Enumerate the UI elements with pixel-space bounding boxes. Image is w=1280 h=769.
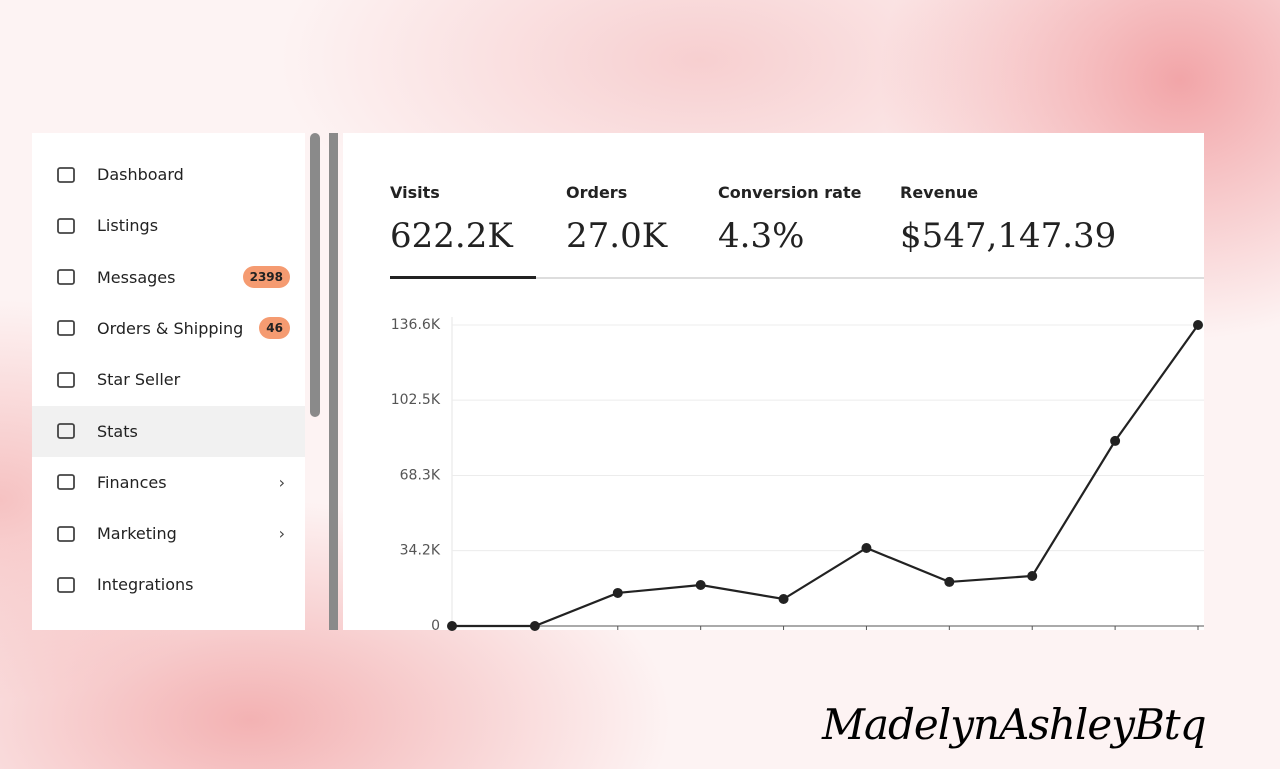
nav-label: Stats: [97, 421, 138, 441]
nav-item[interactable]: Messages 2398: [32, 252, 305, 303]
sidebar: Dashboard Listings Messages 2398 Orders & Sh…: [32, 133, 305, 630]
point: [529, 621, 540, 631]
nav-icon: [57, 371, 75, 388]
nav-badge: 2398: [242, 266, 290, 289]
chevron: ›: [278, 472, 285, 492]
stat-tab[interactable]: Conversion rate 4.3%: [718, 183, 861, 256]
nav-icon: [57, 217, 75, 234]
stat-value: 4.3%: [718, 216, 805, 256]
nav-label: Marketing: [97, 524, 177, 544]
nav-item[interactable]: Dashboard: [32, 149, 305, 200]
stat-value: $547,147.39: [900, 216, 1117, 256]
nav-item[interactable]: Finances ›: [32, 457, 305, 508]
stat-value: 622.2K: [390, 216, 513, 256]
tab-selected: [390, 276, 536, 279]
scrollbar[interactable]: [310, 133, 320, 417]
nav-icon: [57, 423, 75, 439]
nav-icon: [57, 576, 75, 593]
nav-label: Messages: [97, 267, 176, 287]
y-tick-label: 102.5K: [391, 392, 441, 408]
stat-tab[interactable]: Visits 622.2K: [390, 183, 513, 256]
point: [612, 587, 623, 598]
nav-label: Star Seller: [97, 370, 181, 390]
point: [1110, 435, 1121, 446]
nav-label: Orders & Shipping: [97, 318, 244, 338]
nav-label: Finances: [97, 472, 167, 492]
stat-value: 27.0K: [566, 216, 668, 256]
point: [447, 621, 457, 631]
y-tick-label: 0: [431, 618, 440, 634]
nav-icon: [57, 166, 75, 183]
stat-tab[interactable]: Orders 27.0K: [566, 183, 667, 256]
y-tick-label: 136.6K: [391, 317, 441, 333]
nav-badge: 46: [259, 317, 290, 340]
watermark: MadelynAshleyBtq: [822, 700, 1207, 749]
point: [778, 594, 789, 605]
nav-label: Integrations: [97, 575, 194, 595]
stat-label: Visits: [390, 183, 440, 202]
nav-item[interactable]: Listings: [32, 200, 305, 251]
nav-label: Dashboard: [97, 165, 184, 184]
nav-icon: [57, 320, 75, 337]
point: [695, 580, 706, 591]
point: [1027, 570, 1038, 581]
divider: [329, 133, 338, 630]
nav-label: Listings: [97, 216, 159, 236]
nav-item[interactable]: Orders & Shipping 46: [32, 303, 305, 354]
stats-panel: Visits 622.2K Orders 27.0K Conversion rate 4.…: [343, 133, 1204, 630]
nav-icon: [57, 525, 75, 542]
nav-item[interactable]: Integrations: [32, 559, 305, 610]
stat-label: Revenue: [900, 183, 979, 202]
nav-item[interactable]: Marketing ›: [32, 508, 305, 559]
point: [944, 576, 955, 587]
stat-tab[interactable]: Revenue $547,147.39: [900, 183, 1116, 256]
stat-label: Conversion rate: [718, 183, 862, 202]
stat-label: Orders: [566, 183, 628, 202]
nav-item[interactable]: Star Seller: [32, 354, 305, 405]
line: [452, 324, 1199, 628]
chevron: ›: [278, 524, 285, 544]
y-tick-label: 68.3K: [400, 468, 441, 484]
nav-icon: [57, 474, 75, 491]
nav-item[interactable]: Stats: [32, 405, 305, 457]
point: [1193, 320, 1203, 330]
tab-line: [390, 277, 1204, 279]
point: [861, 542, 872, 553]
y-tick-label: 34.2K: [400, 543, 441, 559]
nav-icon: [57, 269, 75, 285]
